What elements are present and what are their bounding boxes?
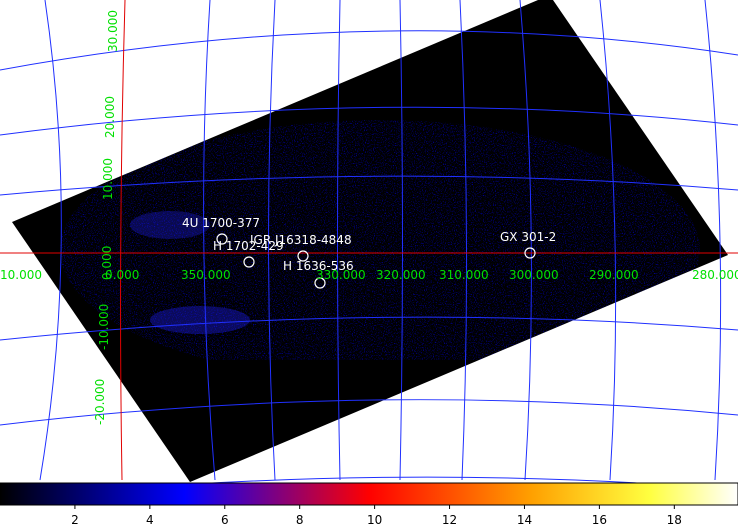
source-circle (243, 256, 255, 268)
longitude-label: 350.000 (181, 268, 231, 282)
longitude-label: 0.000 (105, 268, 139, 282)
source-label: 4U 1700-377 (182, 216, 260, 230)
colorbar-tick-label: 4 (146, 513, 154, 527)
colorbar-tick-label: 12 (442, 513, 457, 527)
longitude-label: 280.000 (692, 268, 738, 282)
latitude-label: 20.000 (103, 96, 117, 138)
latitude-axis (120, 0, 126, 481)
colorbar-tick-label: 6 (221, 513, 229, 527)
source-label: IGR J16318-4848 (250, 233, 352, 247)
colorbar-ticks: 2 4 6 8 10 12 14 16 18 (71, 505, 682, 527)
source-label: GX 301-2 (500, 230, 556, 244)
source-circle (297, 250, 309, 262)
latitude-label: -20.000 (93, 379, 107, 425)
latitude-label: 0.000 (100, 246, 114, 280)
longitude-label: 10.000 (0, 268, 42, 282)
colorbar-tick-label: 18 (667, 513, 682, 527)
source-label: H 1636-536 (283, 259, 354, 273)
source-label: H 1702-429 (213, 239, 284, 253)
source-circle (524, 247, 536, 259)
latitude-label: 30.000 (106, 10, 120, 52)
colorbar (0, 482, 738, 506)
longitude-label: 320.000 (376, 268, 426, 282)
colorbar-tick-label: 2 (71, 513, 79, 527)
colorbar-tick-label: 10 (367, 513, 382, 527)
source-circle (314, 277, 326, 289)
colorbar-tick-label: 16 (592, 513, 607, 527)
source-markers (216, 233, 536, 289)
longitude-label: 300.000 (509, 268, 559, 282)
longitude-label: 310.000 (439, 268, 489, 282)
latitude-labels: 30.000 20.000 10.000 0.000 -10.000 -20.000 (93, 10, 120, 425)
latitude-label: 10.000 (101, 158, 115, 200)
longitude-labels: 10.000 0.000 350.000 330.000 320.000 310.000 3… (0, 268, 738, 282)
source-circle (216, 233, 228, 245)
longitude-label: 290.000 (589, 268, 639, 282)
colorbar-tick-label: 14 (517, 513, 532, 527)
latitude-label: -10.000 (97, 304, 111, 350)
colorbar-tick-label: 8 (296, 513, 304, 527)
longitude-label: 330.000 (316, 268, 366, 282)
